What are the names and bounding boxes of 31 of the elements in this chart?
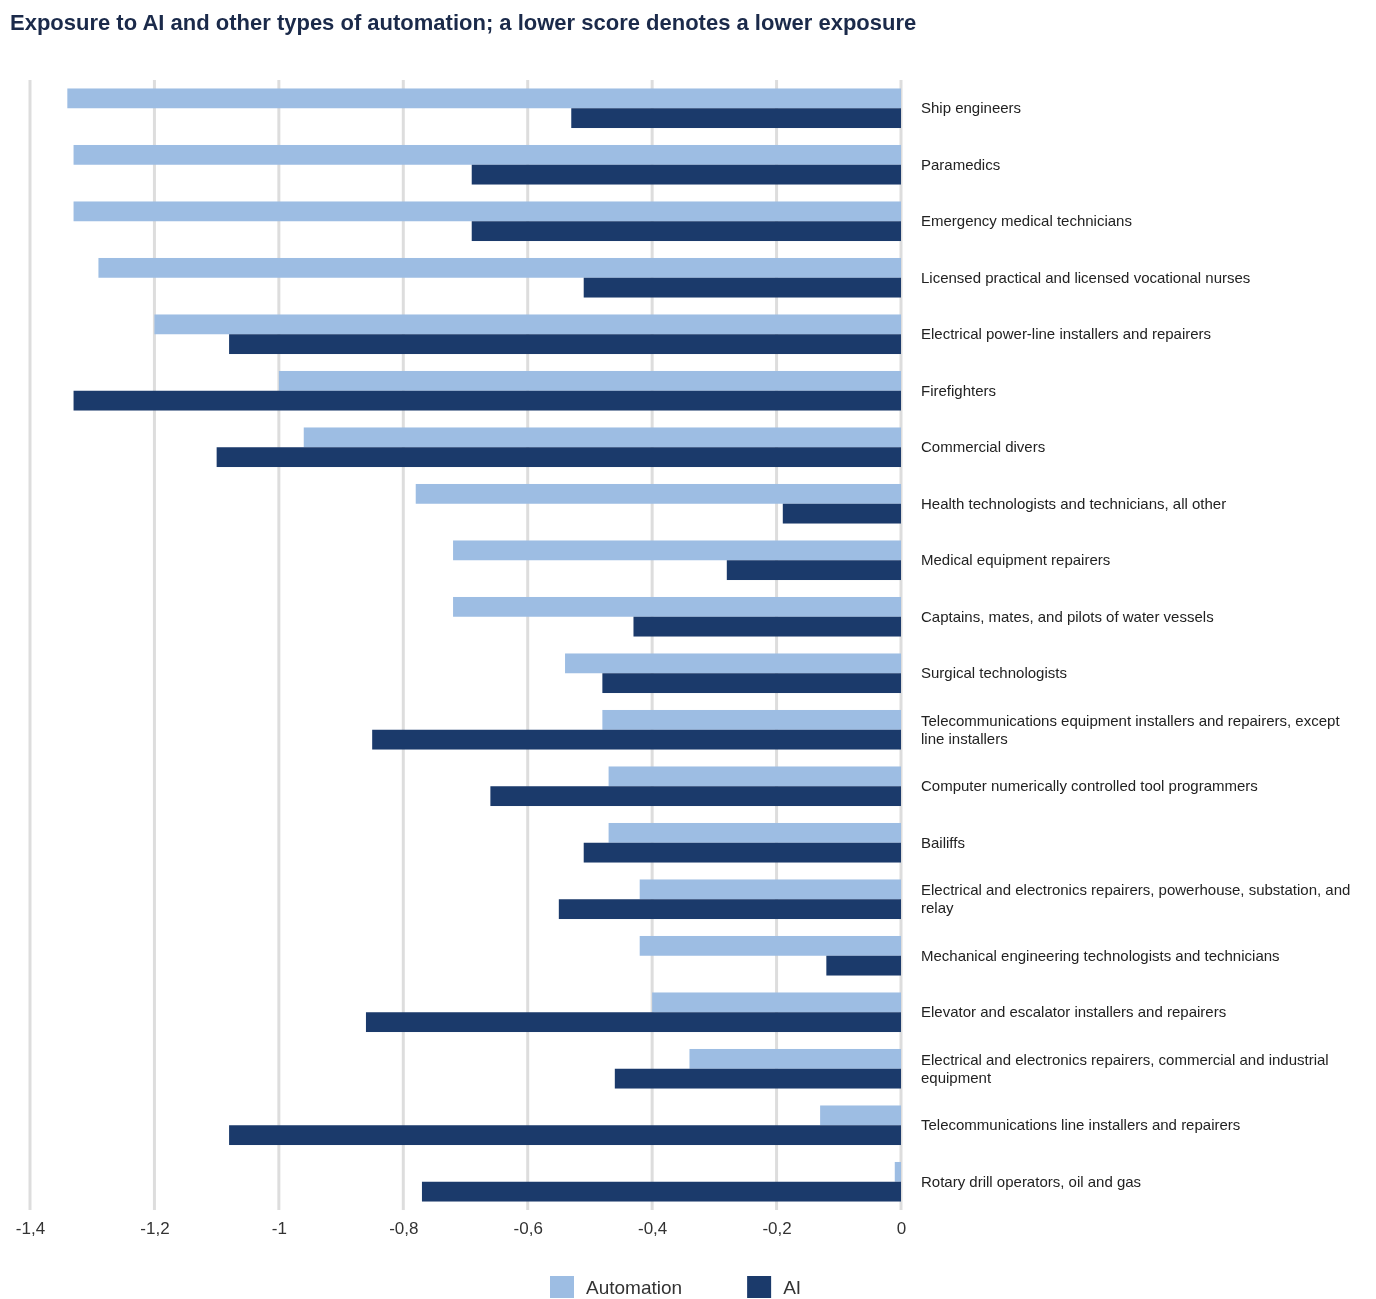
y-tick-label: Electrical and electronics repairers, commercial and industrial equipment	[921, 1050, 1329, 1086]
y-tick-label: Licensed practical and licensed vocational nurses	[921, 268, 1251, 286]
y-tick-label: Rotary drill operators, oil and gas	[921, 1172, 1142, 1190]
y-tick-label: Electrical power-line installers and repairers	[921, 325, 1212, 343]
y-tick-label: Surgical technologists	[921, 664, 1067, 682]
y-tick-label: Elevator and escalator installers and repairers	[921, 1003, 1227, 1021]
x-tick-label: -0,6	[513, 1219, 543, 1239]
legend-label: Automation	[586, 1277, 683, 1298]
chart-title: Exposure to AI and other types of automation; a lower score denotes a lower exposure	[10, 10, 917, 35]
y-tick-label: Telecommunications line installers and repairers	[921, 1116, 1241, 1134]
x-tick-label: -0,2	[762, 1219, 792, 1239]
y-tick-label: Computer numerically controlled tool programmers	[921, 777, 1258, 795]
y-tick-label: Captains, mates, and pilots of water vessels	[921, 607, 1214, 625]
y-tick-label: Bailiffs	[921, 833, 965, 851]
x-tick-label: -0,4	[637, 1219, 668, 1239]
y-tick-label: Emergency medical technicians	[921, 212, 1132, 230]
legend-label: AI	[783, 1277, 802, 1298]
x-tick-label: -1,4	[15, 1219, 46, 1239]
x-tick-label: -1	[271, 1219, 287, 1239]
x-tick-label: -1,2	[140, 1219, 170, 1239]
x-tick-label: -0,8	[389, 1219, 419, 1239]
y-tick-label: Medical equipment repairers	[921, 551, 1111, 569]
y-tick-label: Health technologists and technicians, all other	[921, 494, 1227, 512]
y-tick-label: Paramedics	[921, 155, 1001, 173]
y-tick-label: Telecommunications equipment installers and repairers, except line installers	[921, 711, 1341, 747]
y-tick-label: Mechanical engineering technologists and technicians	[921, 946, 1280, 964]
y-tick-label: Electrical and electronics repairers, powerhouse, substation, and relay	[921, 881, 1351, 917]
y-tick-label: Firefighters	[921, 381, 997, 399]
y-tick-label: Commercial divers	[921, 438, 1046, 456]
y-tick-label: Ship engineers	[921, 99, 1022, 117]
x-tick-label: 0	[896, 1219, 907, 1239]
